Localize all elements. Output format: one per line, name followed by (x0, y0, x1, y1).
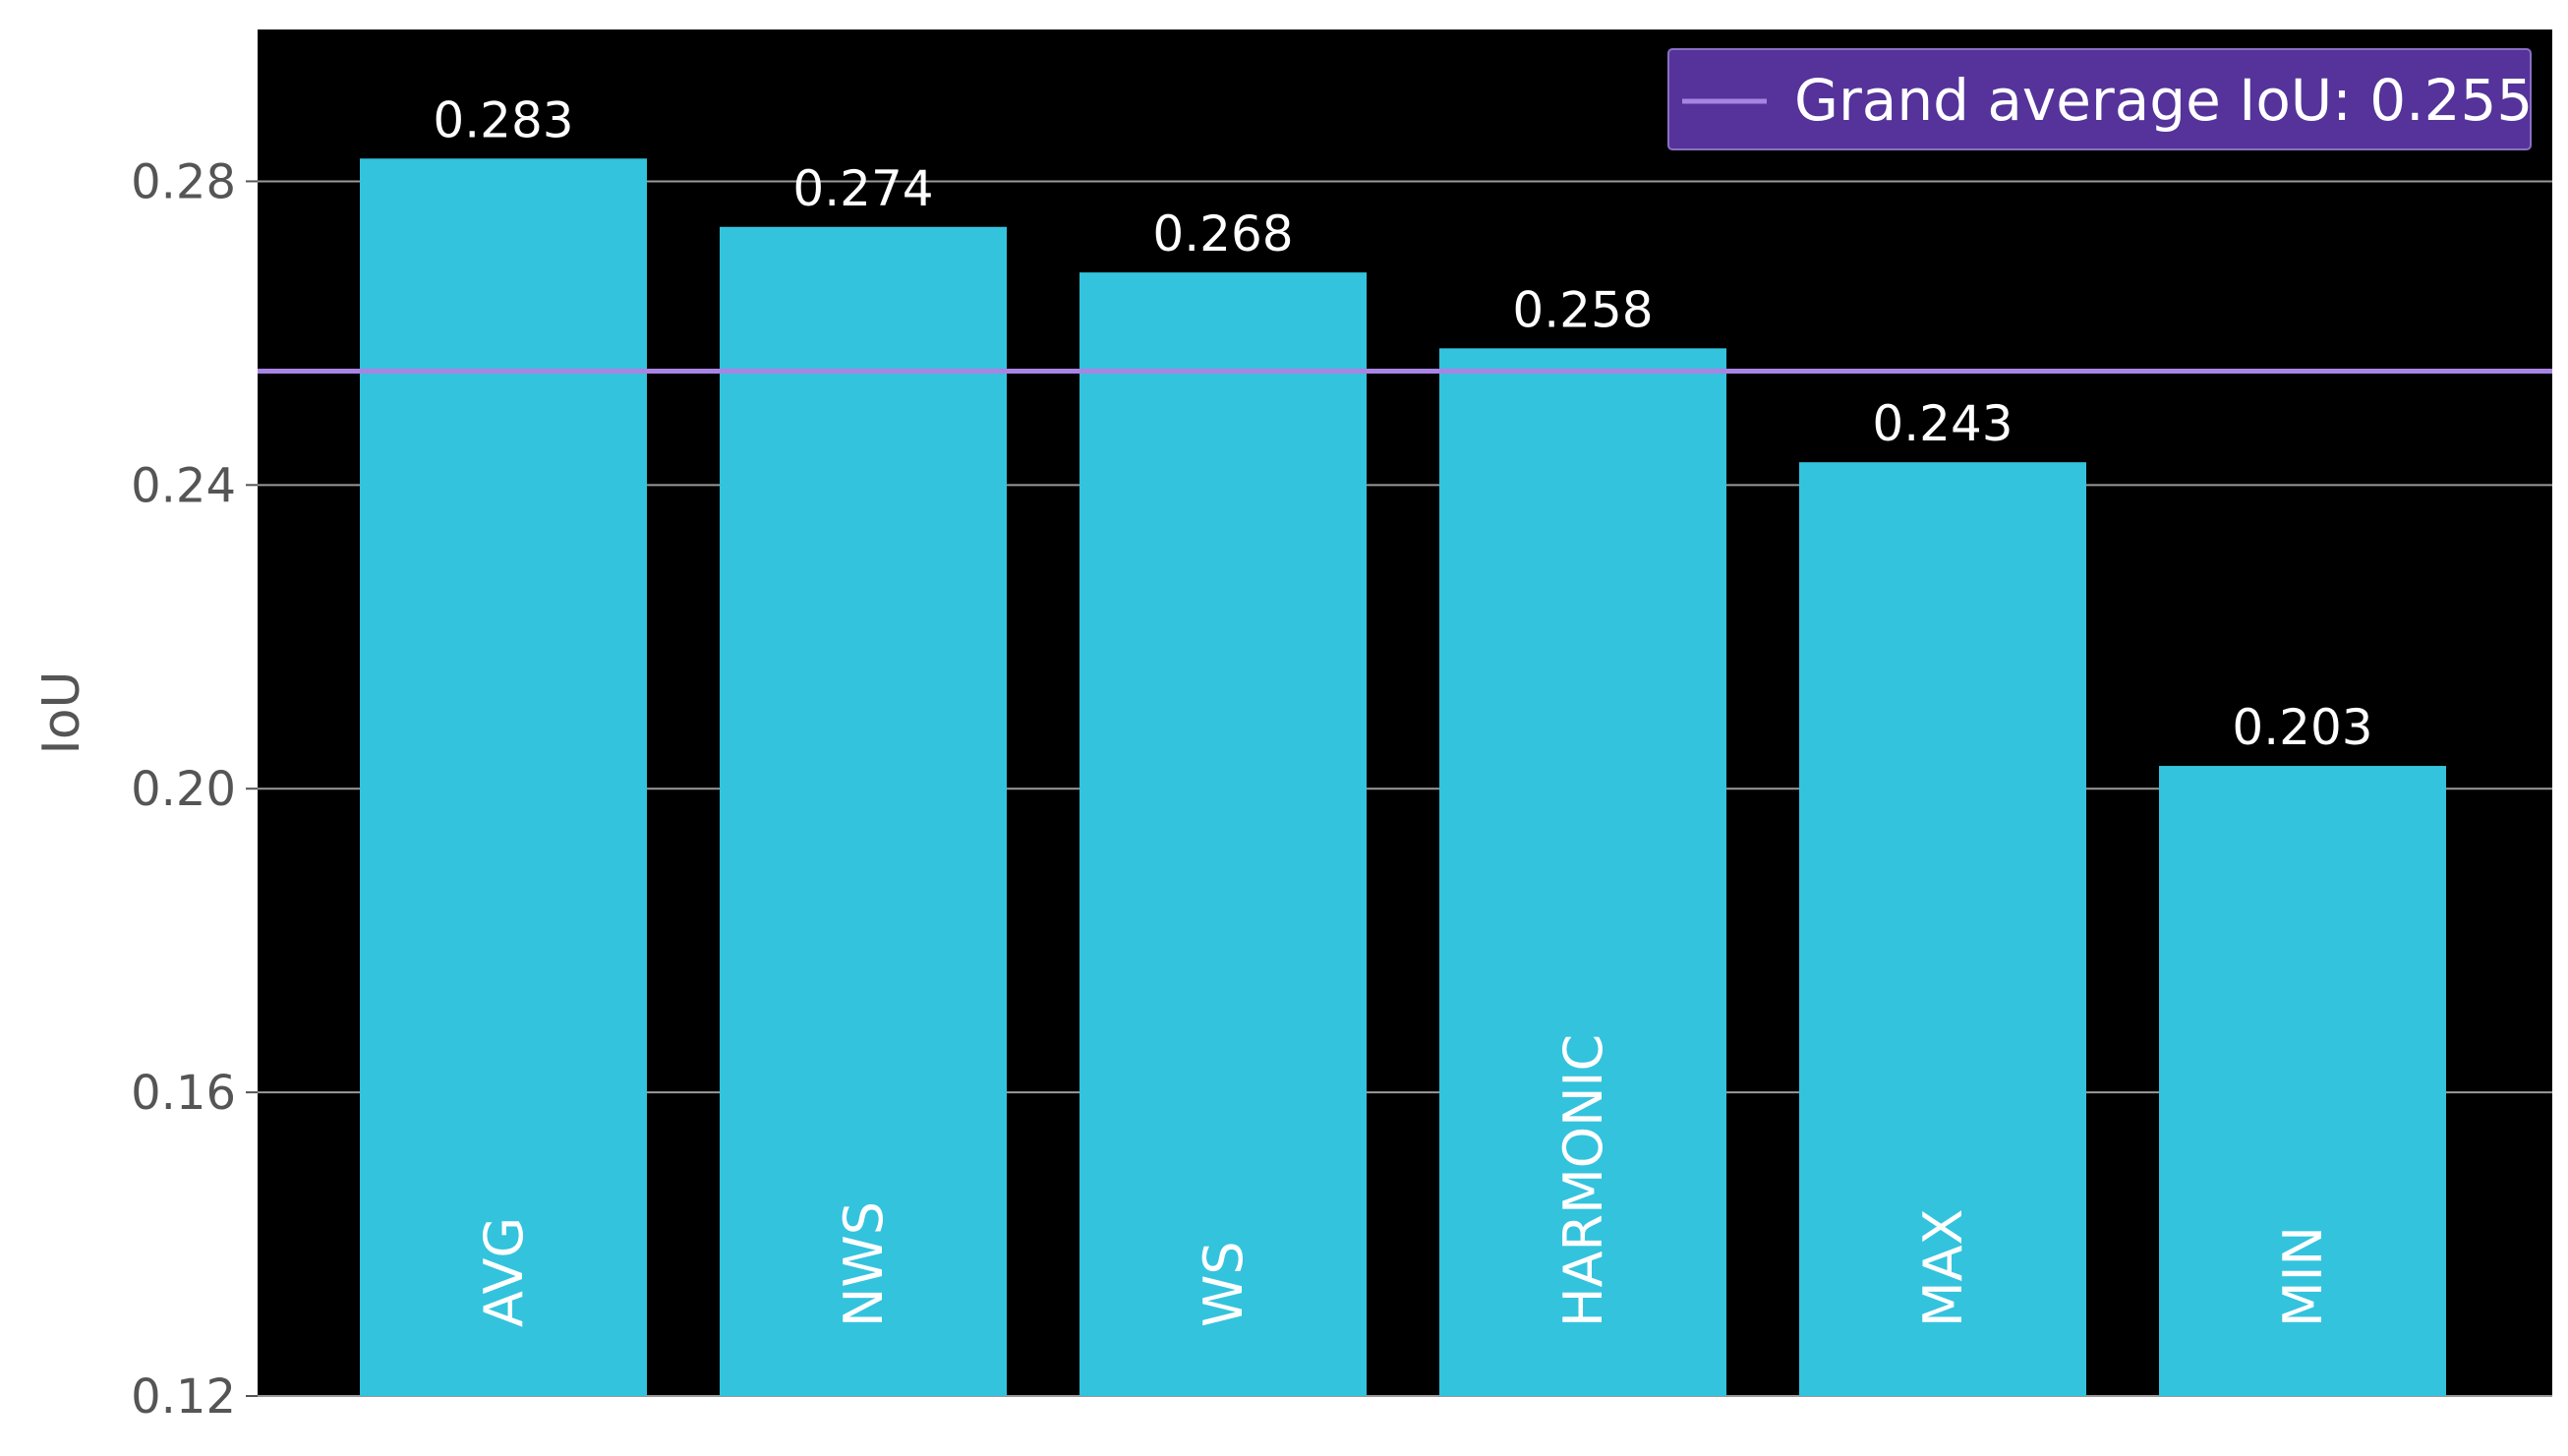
bars: 0.283 AVG 0.274 NWS 0.268 WS 0.258 HARMONIC 0.24… (360, 91, 2446, 1397)
y-tick-label: 0.20 (131, 762, 236, 817)
bar (360, 158, 647, 1396)
legend-label: Grand average IoU: 0.255 (1794, 67, 2533, 134)
y-axis-label: IoU (32, 670, 91, 754)
category-label: NWS (833, 1201, 895, 1327)
bar-value-label: 0.258 (1512, 281, 1653, 338)
bar-value-label: 0.203 (2232, 699, 2372, 756)
bar (720, 226, 1007, 1396)
bar (2159, 766, 2446, 1396)
legend-box (1667, 48, 2532, 150)
bar-value-label: 0.243 (1872, 395, 2013, 452)
y-axis: 0.12 0.16 0.20 0.24 0.28 (131, 154, 258, 1425)
category-label: WS (1193, 1241, 1255, 1327)
bar-value-label: 0.274 (792, 160, 933, 217)
y-tick-label: 0.28 (131, 154, 236, 209)
y-tick-label: 0.12 (131, 1369, 236, 1425)
bar (1439, 348, 1726, 1396)
bar (1080, 272, 1367, 1397)
bar (1799, 462, 2086, 1397)
y-tick-label: 0.16 (131, 1066, 236, 1121)
legend: Grand average IoU: 0.255 (1667, 48, 2533, 150)
category-label: MIN (2272, 1226, 2334, 1327)
bar-value-label: 0.283 (433, 91, 573, 148)
y-tick-label: 0.24 (131, 458, 236, 513)
category-label: AVG (473, 1217, 535, 1327)
category-label: HARMONIC (1552, 1034, 1614, 1327)
category-label: MAX (1912, 1208, 1974, 1327)
bar-value-label: 0.268 (1152, 205, 1293, 262)
